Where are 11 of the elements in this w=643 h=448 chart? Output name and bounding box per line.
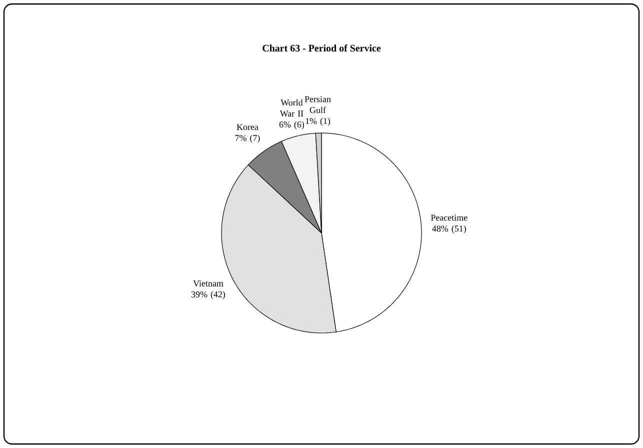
slice-label: Peacetime xyxy=(431,214,468,221)
slice-label: Korea xyxy=(236,124,258,130)
chart-title: Chart 63 - Period of Service xyxy=(262,44,381,52)
data-label: 1% (1) xyxy=(306,118,330,126)
slice-label: Vietnam xyxy=(193,280,224,286)
slice-label: World War II xyxy=(280,99,304,117)
data-label: 7% (7) xyxy=(235,134,260,143)
data-label: 6% (6) xyxy=(279,121,304,130)
slice-label: Persian Gulf xyxy=(304,96,331,114)
data-label: 48% (51) xyxy=(432,225,466,234)
data-label: 39% (42) xyxy=(191,291,226,300)
